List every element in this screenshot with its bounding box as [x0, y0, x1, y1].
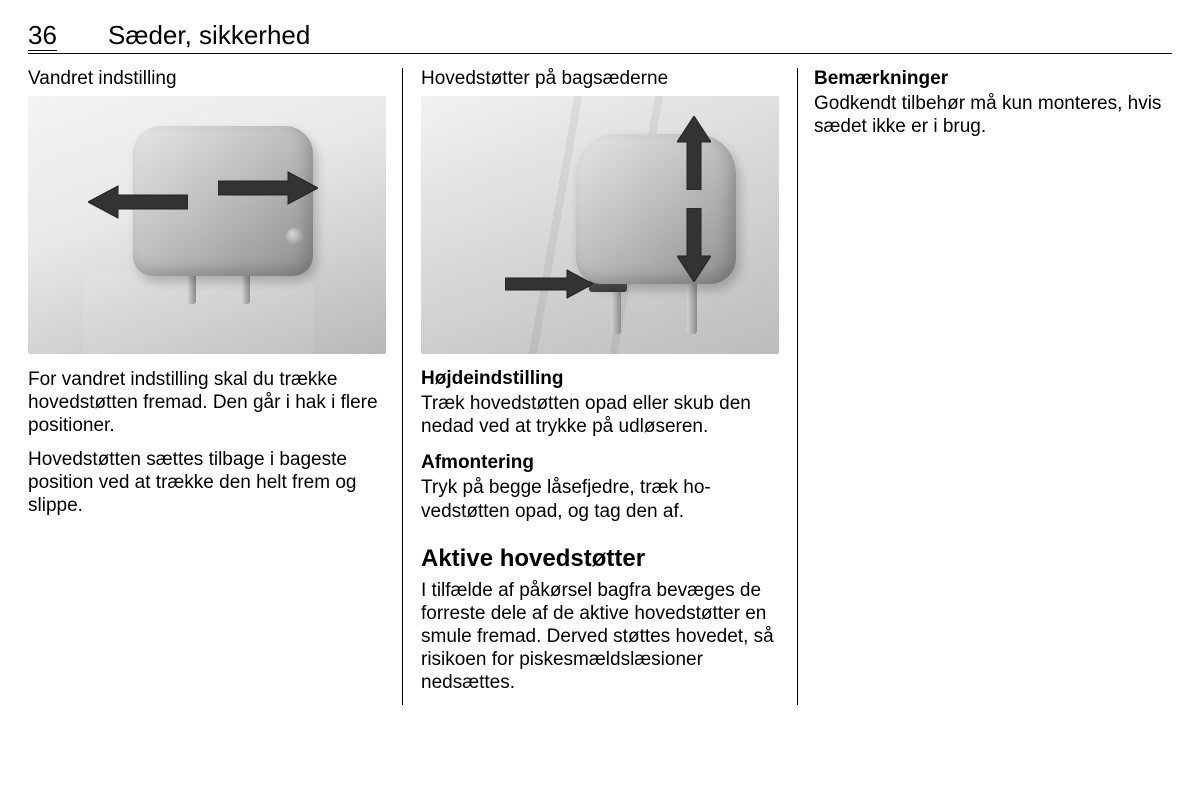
- page-header: 36 Sæder, sikkerhed: [28, 20, 1172, 54]
- page-number: 36: [28, 20, 108, 51]
- column-1: Vandret indstilling For vandret indstill…: [28, 68, 402, 705]
- col2-heading: Hovedstøtter på bagsæderne: [421, 68, 779, 90]
- manual-page: 36 Sæder, sikkerhed Vandret indstilling: [0, 0, 1200, 802]
- col2-subhead-remove: Afmontering: [421, 452, 779, 474]
- arrow-left-icon: [88, 182, 188, 222]
- rear-headrest-height-adjust-illustration: [421, 96, 779, 354]
- arrow-right-icon: [218, 168, 318, 208]
- col3-paragraph-1: Godkendt tilbehør må kun monteres, hvis …: [814, 92, 1172, 138]
- col2-section-title: Aktive hovedstøtter: [421, 545, 779, 573]
- col1-paragraph-1: For vandret indstilling skal du trække h…: [28, 368, 386, 438]
- col2-paragraph-3: I tilfælde af påkørsel bagfra bevæges de…: [421, 579, 779, 695]
- arrow-up-icon: [677, 116, 711, 190]
- column-2: Hovedstøtter på bagsæderne: [402, 68, 797, 705]
- adjust-knob: [286, 228, 304, 246]
- seat-back-shape: [83, 272, 313, 354]
- arrow-press-icon: [505, 268, 593, 300]
- headrest-shape: [576, 134, 736, 284]
- col2-paragraph-2: Tryk på begge låsefjedre, træk ho­vedstø…: [421, 476, 779, 522]
- col2-subhead-height: Højdeindstilling: [421, 368, 779, 390]
- headrest-horizontal-adjust-illustration: [28, 96, 386, 354]
- col3-heading: Bemærkninger: [814, 68, 1172, 90]
- col2-paragraph-1: Træk hovedstøtten opad eller skub den ne…: [421, 392, 779, 438]
- content-columns: Vandret indstilling For vandret indstill…: [28, 68, 1172, 705]
- arrow-down-icon: [677, 208, 711, 282]
- chapter-title: Sæder, sikkerhed: [108, 20, 310, 51]
- col1-heading: Vandret indstilling: [28, 68, 386, 90]
- col1-paragraph-2: Hovedstøtten sættes tilbage i bage­ste p…: [28, 448, 386, 518]
- column-3: Bemærkninger Godkendt tilbehør må kun mo…: [797, 68, 1172, 705]
